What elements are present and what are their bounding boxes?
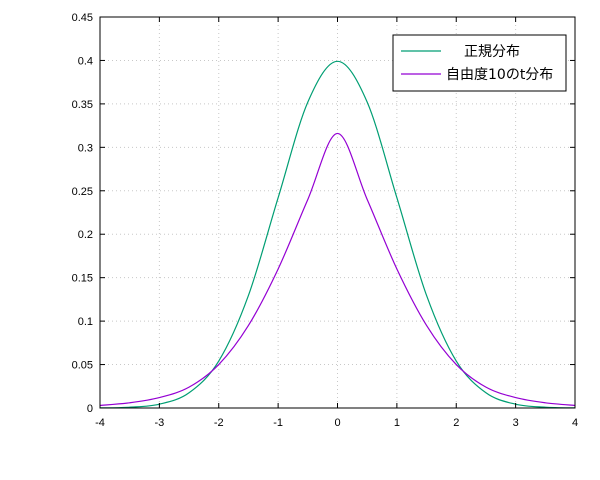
legend-box [392,34,567,92]
y-tick-label: 0 [87,403,93,415]
legend-label-1: 自由度10のt分布 [446,67,553,83]
x-tick-label: -2 [214,417,224,429]
x-tick-label: 2 [453,417,459,429]
y-tick-label: 0.35 [72,99,93,111]
series-line-0 [99,60,576,409]
x-tick-label: 4 [572,417,578,429]
y-tick-label: 0.4 [78,55,93,67]
x-tick-label: 1 [394,417,400,429]
series-line-1 [99,132,576,406]
y-tick-label: 0.2 [78,229,93,241]
x-tick-label: 3 [513,417,519,429]
x-tick-label: -4 [95,417,105,429]
x-tick-label: 0 [334,417,340,429]
x-tick-labels: -4 -3 -2 -1 0 1 2 3 4 [95,417,578,429]
ticks [99,16,576,409]
series-group [99,60,576,409]
y-tick-label: 0.1 [78,316,93,328]
y-tick-label: 0.05 [72,360,93,372]
x-tick-label: -1 [273,417,283,429]
y-tick-labels: 0 0.05 0.1 0.15 0.2 0.25 0.3 0.35 0.4 0.45 [72,12,93,415]
y-tick-label: 0.15 [72,273,93,285]
x-tick-label: -3 [154,417,164,429]
y-tick-label: 0.25 [72,186,93,198]
y-tick-label: 0.3 [78,142,93,154]
legend-label-0: 正規分布 [464,44,520,60]
y-tick-label: 0.45 [72,12,93,24]
